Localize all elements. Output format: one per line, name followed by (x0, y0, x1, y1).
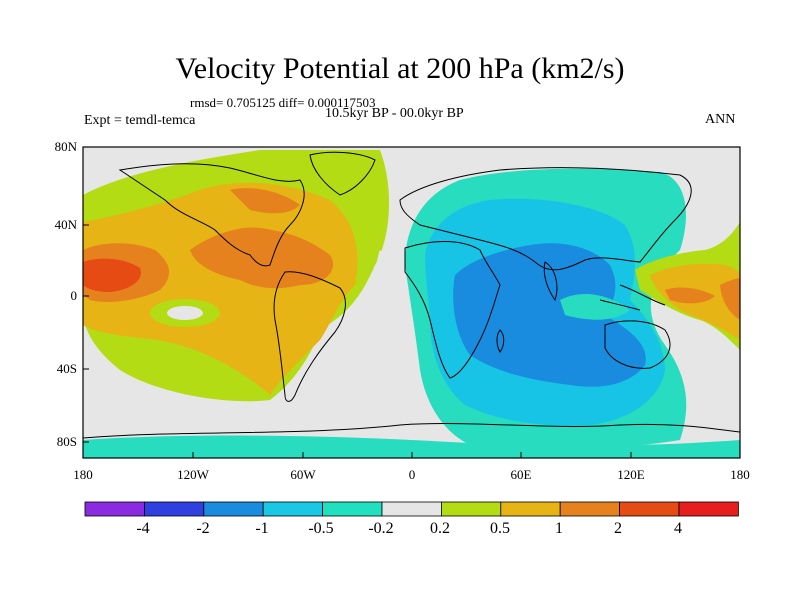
coastline-south-america (273, 271, 346, 402)
coastline-antarctica (83, 423, 740, 439)
colorbar-label: -4 (136, 520, 150, 537)
coastline-africa (404, 241, 501, 379)
tick-marks (82, 146, 741, 458)
coastline-india (543, 261, 558, 302)
colorbar-label: 1 (555, 520, 563, 537)
coastlines (83, 151, 740, 439)
x-tick-label: 180 (730, 467, 750, 482)
season-label: ANN (705, 112, 736, 127)
region-pos-1-2 (190, 227, 334, 289)
coastline-eurasia (399, 167, 692, 271)
colorbar-swatch (143, 501, 205, 517)
y-tick-label: 0 (70, 288, 78, 303)
coastline-north-america (118, 163, 305, 267)
colorbar-label: 0.2 (430, 520, 450, 537)
region-pos-1-2 (720, 278, 740, 320)
y-tick-label: 80N (54, 139, 77, 154)
stats-text: rmsd= 0.705125 diff= 0.000117503 (190, 95, 376, 110)
region-neg-02-05 (560, 294, 630, 320)
colorbar-label: -0.2 (368, 520, 394, 537)
period-text: 10.5kyr BP - 00.0kyr BP (325, 106, 464, 121)
colorbar-swatch (84, 501, 145, 517)
colorbar-label: 4 (674, 520, 682, 537)
experiment-label: Expt = temdl-temca (84, 113, 196, 128)
y-tick-label: 40S (56, 361, 77, 376)
region-neg-02-05 (83, 435, 740, 458)
y-tick-label: 80S (56, 434, 77, 449)
coastline-southeast-asia (599, 284, 666, 311)
colorbar-swatch (381, 501, 442, 517)
contour-field (83, 147, 740, 458)
x-tick-label: 60E (510, 467, 532, 482)
x-tick-label: 120E (617, 467, 645, 482)
colorbar-swatch (440, 501, 502, 517)
region-pos-1-2 (230, 188, 300, 214)
region-near-zero (375, 250, 405, 299)
colorbar (84, 501, 739, 517)
colorbar-label: 0.5 (490, 520, 510, 537)
colorbar-swatch (619, 501, 680, 517)
x-tick-label: 60W (290, 467, 316, 482)
colorbar-label: -0.5 (308, 520, 334, 537)
y-tick-label: 40N (54, 217, 77, 232)
colorbar-swatch (203, 501, 264, 517)
colorbar-swatch (500, 501, 561, 517)
colorbar-swatch (559, 501, 621, 517)
coastline-greenland (309, 151, 376, 196)
colorbar-swatch (322, 501, 383, 517)
colorbar-label: -2 (196, 520, 210, 537)
map-title: Velocity Potential at 200 hPa (km2/s) (175, 52, 625, 85)
colorbar-label: 2 (614, 520, 622, 537)
region-pos-1-2 (665, 287, 715, 304)
coastline-madagascar (496, 329, 505, 353)
colorbar-label: -1 (255, 520, 269, 537)
region-pos-2-4 (83, 258, 141, 292)
x-tick-label: 180 (73, 467, 93, 482)
region-near-zero (167, 306, 203, 320)
colorbar-swatch (262, 501, 324, 517)
colorbar-swatch (678, 501, 739, 517)
coastline-australia (604, 320, 671, 369)
x-tick-label: 0 (408, 467, 416, 482)
x-tick-label: 120W (177, 467, 209, 482)
